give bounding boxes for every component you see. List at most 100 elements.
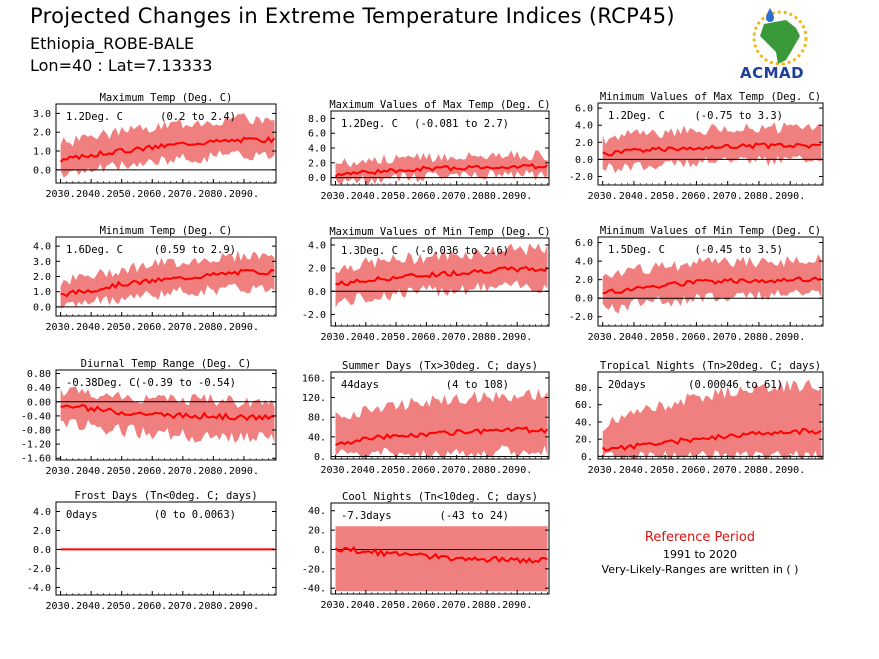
y-tick-label: -40. bbox=[302, 584, 326, 595]
median-line bbox=[334, 545, 548, 565]
panel-title: Summer Days (Tx>30deg. C; days) bbox=[342, 360, 538, 372]
x-tick-label: 2080. bbox=[472, 600, 502, 611]
range-label: (0.00046 to 61) bbox=[688, 379, 783, 391]
range-label: (-0.39 to -0.54) bbox=[135, 377, 236, 389]
median-line bbox=[334, 163, 549, 178]
x-tick-label: 2040. bbox=[619, 332, 649, 343]
x-tick-label: 2050. bbox=[650, 332, 680, 343]
change-label: 1.2Deg. C bbox=[608, 110, 665, 122]
x-tick-label: 2090. bbox=[502, 332, 532, 343]
y-tick-label: 6.0 bbox=[575, 238, 593, 249]
change-label: 1.2Deg. C bbox=[341, 118, 398, 130]
sun-icon bbox=[752, 10, 808, 66]
plot-frame bbox=[55, 501, 277, 596]
x-tick-label: 2060. bbox=[411, 191, 441, 202]
x-tick-label: 2040. bbox=[76, 601, 106, 612]
x-tick-label: 2060. bbox=[681, 332, 711, 343]
panel-title: Minimum Values of Max Temp (Deg. C) bbox=[600, 91, 821, 103]
y-tick-label: 0.0 bbox=[33, 302, 51, 313]
panel-title: Diurnal Temp Range (Deg. C) bbox=[81, 358, 252, 370]
x-tick-label: 2030. bbox=[588, 465, 618, 476]
x-tick-label: 2030. bbox=[46, 189, 76, 200]
y-tick-label: -1.60 bbox=[21, 454, 51, 465]
chart-panel-10: 2030. 2040. 2050. 2060. 2070. 2080. 2090. -4.0 -… bbox=[27, 490, 277, 612]
change-label: 1.6Deg. C bbox=[66, 244, 123, 256]
y-tick-label: 4.0 bbox=[308, 144, 326, 155]
x-tick-label: 2070. bbox=[442, 332, 472, 343]
y-tick-label: 0.80 bbox=[27, 369, 51, 380]
chart-panel-8: 2030. 2040. 2050. 2060. 2070. 2080. 2090. 0. 40.… bbox=[302, 360, 550, 476]
panel-title: Tropical Nights (Tn>20deg. C; days) bbox=[600, 360, 821, 372]
plot-frame bbox=[597, 236, 824, 327]
y-tick-label: 2.0 bbox=[33, 128, 51, 139]
x-tick-label: 2070. bbox=[168, 189, 198, 200]
panel-title: Frost Days (Tn<0deg. C; days) bbox=[74, 490, 257, 502]
x-tick-label: 2030. bbox=[588, 191, 618, 202]
x-tick-label: 2090. bbox=[229, 466, 259, 477]
x-tick-label: 2030. bbox=[46, 322, 76, 333]
x-tick-label: 2030. bbox=[320, 465, 350, 476]
reference-note: Very-Likely-Ranges are written in ( ) bbox=[601, 563, 799, 576]
x-tick-label: 2030. bbox=[46, 466, 76, 477]
y-tick-label: 3.0 bbox=[33, 257, 51, 268]
x-tick-label: 2040. bbox=[76, 189, 106, 200]
median-line bbox=[60, 404, 275, 422]
y-tick-label: 2.0 bbox=[575, 275, 593, 286]
range-label: (4 to 108) bbox=[446, 379, 509, 391]
x-tick-label: 2050. bbox=[381, 191, 411, 202]
median-line bbox=[602, 142, 822, 157]
x-tick-label: 2090. bbox=[775, 465, 805, 476]
x-tick-label: 2090. bbox=[229, 322, 259, 333]
y-tick-label: 6.0 bbox=[308, 129, 326, 140]
change-label: -0.38Deg. C bbox=[66, 377, 136, 389]
x-tick-label: 2080. bbox=[472, 465, 502, 476]
x-tick-label: 2090. bbox=[502, 465, 532, 476]
range-label: (-0.081 to 2.7) bbox=[414, 118, 509, 130]
y-tick-label: 40. bbox=[308, 432, 326, 443]
y-tick-label: 120. bbox=[302, 393, 326, 404]
range-band bbox=[335, 526, 548, 592]
y-tick-label: 4.0 bbox=[33, 242, 51, 253]
x-tick-label: 2040. bbox=[76, 466, 106, 477]
x-tick-label: 2040. bbox=[351, 465, 381, 476]
x-tick-label: 2060. bbox=[137, 601, 167, 612]
y-tick-label: 2.0 bbox=[308, 264, 326, 275]
chart-panel-9: 2030. 2040. 2050. 2060. 2070. 2080. 2090. 0. 20.… bbox=[575, 360, 824, 476]
median-line bbox=[335, 266, 549, 287]
median-line bbox=[602, 276, 822, 295]
plot-frame bbox=[330, 237, 550, 327]
y-tick-label: 2.0 bbox=[33, 272, 51, 283]
x-tick-label: 2080. bbox=[744, 332, 774, 343]
y-tick-label: 20. bbox=[308, 526, 326, 537]
chart-panel-1: 2030. 2040. 2050. 2060. 2070. 2080. 2090. 0.0 1.… bbox=[33, 92, 277, 200]
y-tick-label: 0.0 bbox=[575, 294, 593, 305]
x-tick-label: 2070. bbox=[713, 332, 743, 343]
y-tick-label: -1.20 bbox=[21, 440, 51, 451]
y-tick-label: 2.0 bbox=[33, 526, 51, 537]
x-tick-label: 2080. bbox=[744, 465, 774, 476]
reference-years: 1991 to 2020 bbox=[662, 548, 738, 561]
panel-title: Maximum Values of Max Temp (Deg. C) bbox=[329, 99, 550, 111]
x-tick-label: 2050. bbox=[650, 191, 680, 202]
y-tick-label: 0.0 bbox=[308, 173, 326, 184]
x-tick-label: 2080. bbox=[198, 189, 228, 200]
x-tick-label: 2080. bbox=[744, 191, 774, 202]
chart-panel-6: 2030. 2040. 2050. 2060. 2070. 2080. 2090. -2.0 0… bbox=[569, 225, 824, 343]
x-tick-label: 2030. bbox=[320, 600, 350, 611]
x-tick-label: 2080. bbox=[472, 191, 502, 202]
acmad-logo-text: ACMAD bbox=[740, 64, 805, 82]
x-tick-label: 2030. bbox=[320, 191, 350, 202]
x-tick-label: 2050. bbox=[381, 600, 411, 611]
page-title: Projected Changes in Extreme Temperature… bbox=[30, 4, 675, 28]
median-line bbox=[60, 268, 275, 298]
y-tick-label: -2.0 bbox=[302, 310, 326, 321]
y-tick-label: 4.0 bbox=[575, 121, 593, 132]
x-tick-label: 2060. bbox=[137, 466, 167, 477]
range-label: (-0.036 to 2.6) bbox=[414, 245, 509, 257]
panel-title: Cool Nights (Tn<10deg. C; days) bbox=[342, 491, 538, 503]
x-tick-label: 2030. bbox=[46, 601, 76, 612]
panel-title: Minimum Temp (Deg. C) bbox=[100, 225, 233, 237]
x-tick-label: 2070. bbox=[442, 465, 472, 476]
change-label: 1.2Deg. C bbox=[66, 111, 123, 123]
range-label: (-0.45 to 3.5) bbox=[694, 244, 783, 256]
